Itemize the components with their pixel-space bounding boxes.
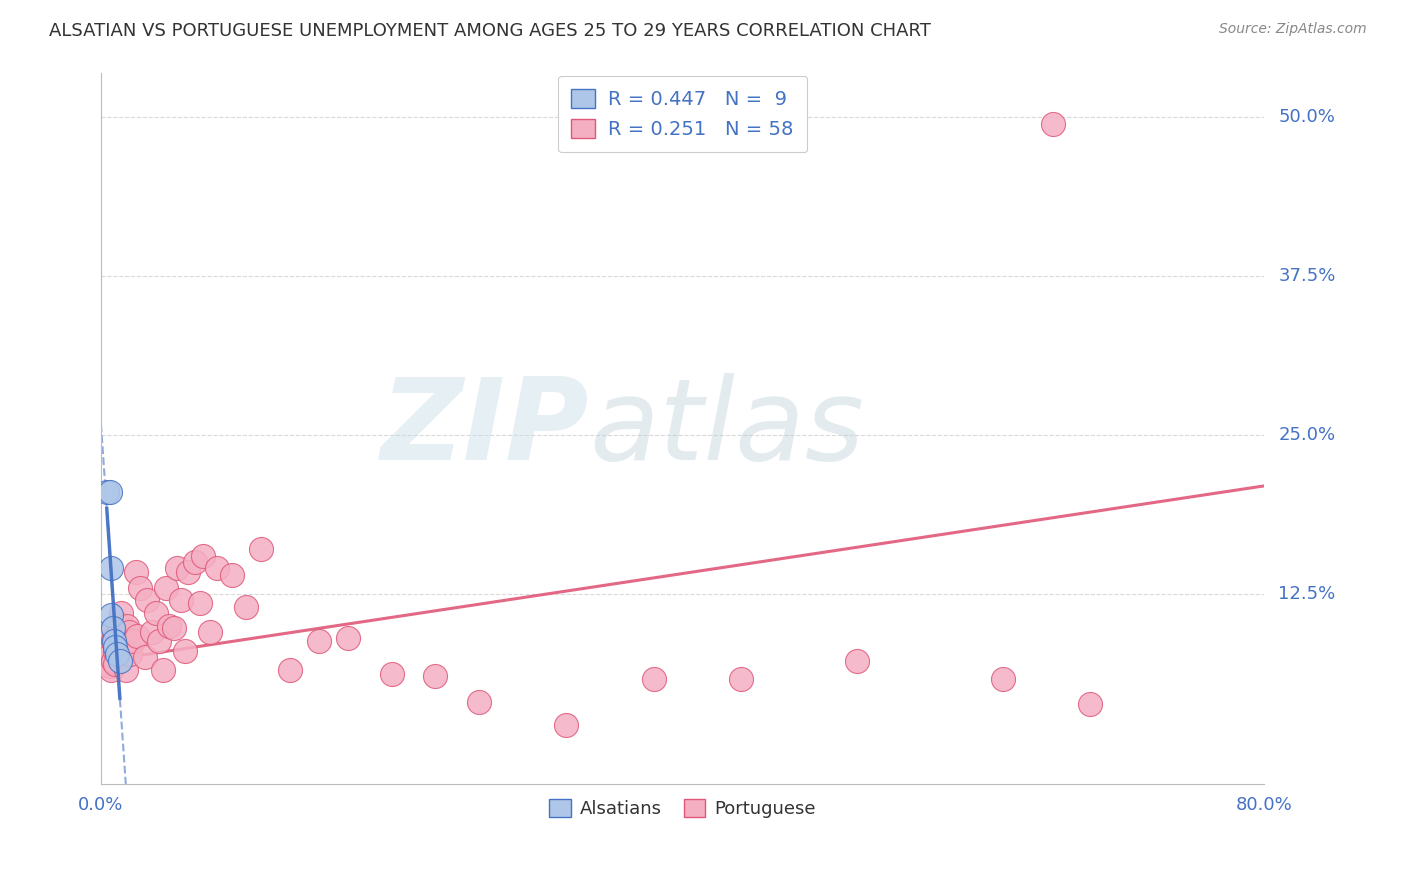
Point xyxy=(152,663,174,677)
Point xyxy=(308,633,330,648)
Point xyxy=(98,659,121,673)
Point xyxy=(250,542,273,557)
Point xyxy=(104,640,127,655)
Point xyxy=(118,647,141,661)
Point xyxy=(337,632,360,646)
Point xyxy=(105,647,128,661)
Point xyxy=(104,644,127,658)
Point xyxy=(101,621,124,635)
Point xyxy=(108,654,131,668)
Point xyxy=(177,566,200,580)
Point xyxy=(207,561,229,575)
Point xyxy=(730,672,752,686)
Point xyxy=(127,629,149,643)
Point xyxy=(136,593,159,607)
Text: 12.5%: 12.5% xyxy=(1278,585,1336,603)
Point xyxy=(170,593,193,607)
Point xyxy=(129,581,152,595)
Point xyxy=(100,663,122,677)
Point xyxy=(145,606,167,620)
Text: atlas: atlas xyxy=(589,373,865,484)
Point xyxy=(110,606,132,620)
Point xyxy=(381,666,404,681)
Point xyxy=(103,632,125,646)
Point xyxy=(174,644,197,658)
Point xyxy=(101,633,124,648)
Point xyxy=(278,663,301,677)
Point xyxy=(96,647,118,661)
Text: ALSATIAN VS PORTUGUESE UNEMPLOYMENT AMONG AGES 25 TO 29 YEARS CORRELATION CHART: ALSATIAN VS PORTUGUESE UNEMPLOYMENT AMON… xyxy=(49,22,931,40)
Point xyxy=(425,669,447,683)
Point xyxy=(111,650,134,665)
Point xyxy=(103,633,125,648)
Point xyxy=(188,596,211,610)
Point xyxy=(184,555,207,569)
Text: 50.0%: 50.0% xyxy=(1278,109,1336,127)
Point xyxy=(1078,698,1101,712)
Point xyxy=(96,485,118,500)
Point xyxy=(166,561,188,575)
Point xyxy=(112,644,135,658)
Point xyxy=(107,616,129,631)
Text: Source: ZipAtlas.com: Source: ZipAtlas.com xyxy=(1219,22,1367,37)
Point xyxy=(643,672,665,686)
Point xyxy=(1042,117,1064,131)
Point xyxy=(108,629,131,643)
Point xyxy=(114,663,136,677)
Point xyxy=(100,561,122,575)
Point xyxy=(97,650,120,665)
Point xyxy=(94,641,117,656)
Point xyxy=(163,621,186,635)
Point xyxy=(148,633,170,648)
Point xyxy=(191,549,214,563)
Point xyxy=(235,599,257,614)
Point xyxy=(198,624,221,639)
Point xyxy=(115,618,138,632)
Point xyxy=(221,567,243,582)
Point xyxy=(117,624,139,639)
Point xyxy=(155,581,177,595)
Point xyxy=(157,618,180,632)
Point xyxy=(991,672,1014,686)
Point xyxy=(98,485,121,500)
Point xyxy=(100,624,122,639)
Point xyxy=(100,608,122,623)
Text: ZIP: ZIP xyxy=(381,373,589,484)
Point xyxy=(122,633,145,648)
Text: 37.5%: 37.5% xyxy=(1278,268,1336,285)
Point xyxy=(846,654,869,668)
Text: 25.0%: 25.0% xyxy=(1278,426,1336,444)
Point xyxy=(104,657,127,671)
Point xyxy=(555,717,578,731)
Point xyxy=(101,654,124,668)
Point xyxy=(125,566,148,580)
Point xyxy=(141,624,163,639)
Point xyxy=(105,638,128,652)
Point xyxy=(468,695,491,709)
Point xyxy=(134,650,156,665)
Legend: Alsatians, Portuguese: Alsatians, Portuguese xyxy=(543,792,823,825)
